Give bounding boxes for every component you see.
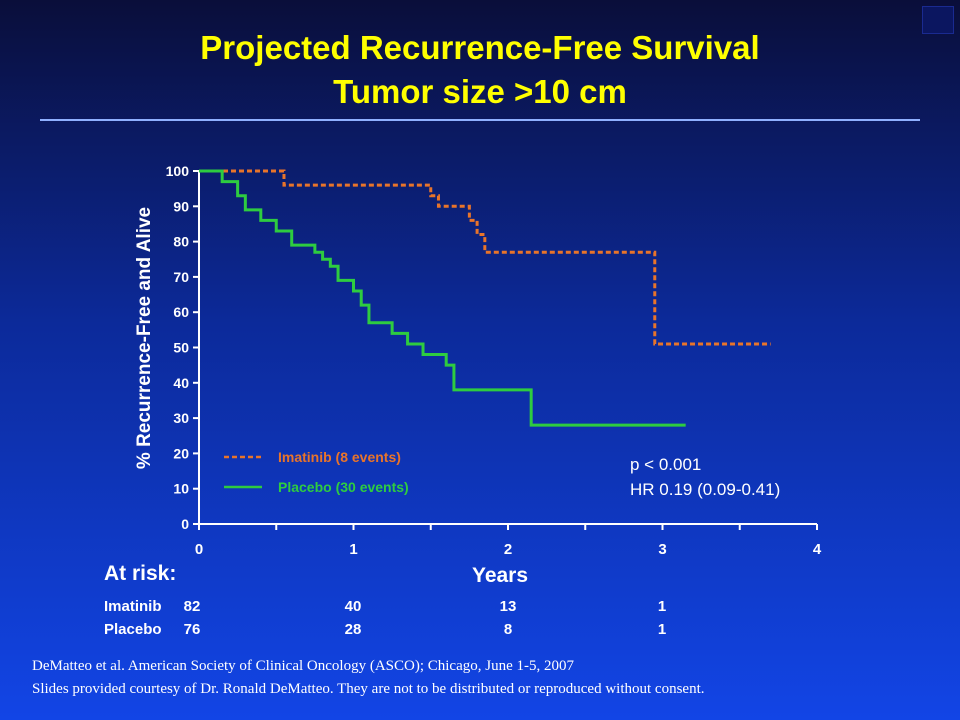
title-divider (40, 119, 920, 121)
at-risk-placebo-0: 76 (183, 621, 201, 638)
at-risk-imatinib-2: 13 (499, 598, 517, 615)
citation-text: DeMatteo et al. American Society of Clin… (32, 658, 574, 674)
y-tick-label: 10 (173, 481, 189, 497)
p-value-annotation: p < 0.001 (630, 455, 701, 474)
y-tick-label: 40 (173, 375, 189, 391)
series-line-imatinib (199, 169, 771, 346)
y-tick-label: 30 (173, 410, 189, 426)
y-tick-label: 60 (173, 304, 189, 320)
x-tick-label: 4 (813, 541, 822, 558)
x-tick-label: 3 (658, 541, 666, 558)
x-tick-label: 1 (349, 541, 357, 558)
slide-title-line1: Projected Recurrence-Free Survival (200, 29, 760, 66)
at-risk-placebo-3: 1 (657, 621, 667, 638)
at-risk-heading: At risk: (104, 562, 177, 585)
x-tick-label: 0 (195, 541, 203, 558)
at-risk-placebo-2: 8 (503, 621, 513, 638)
y-tick-label: 20 (173, 445, 189, 461)
y-axis-label: % Recurrence-Free and Alive (134, 207, 155, 469)
legend-imatinib-label: Imatinib (8 events) (278, 449, 401, 465)
x-tick-label: 2 (504, 541, 512, 558)
y-tick-label: 0 (181, 516, 189, 532)
legend-placebo-label: Placebo (30 events) (278, 479, 409, 495)
courtesy-text: Slides provided courtesy of Dr. Ronald D… (32, 681, 705, 697)
y-tick-label: 100 (166, 163, 190, 179)
y-tick-label: 50 (173, 340, 189, 356)
at-risk-imatinib-3: 1 (657, 598, 667, 615)
y-tick-label: 70 (173, 269, 189, 285)
at-risk-imatinib-0: 82 (183, 598, 201, 615)
at-risk-imatinib-1: 40 (344, 598, 362, 615)
y-tick-label: 90 (173, 198, 189, 214)
series-line-placebo (199, 169, 686, 427)
at-risk-placebo-1: 28 (344, 621, 362, 638)
slide-title-line2: Tumor size >10 cm (333, 73, 627, 110)
at-risk-imatinib-label: Imatinib (104, 598, 162, 615)
x-axis-label: Years (472, 564, 528, 587)
y-tick-label: 80 (173, 234, 189, 250)
at-risk-placebo-label: Placebo (104, 621, 162, 638)
corner-box (922, 6, 954, 34)
hazard-ratio-annotation: HR 0.19 (0.09-0.41) (630, 480, 780, 499)
